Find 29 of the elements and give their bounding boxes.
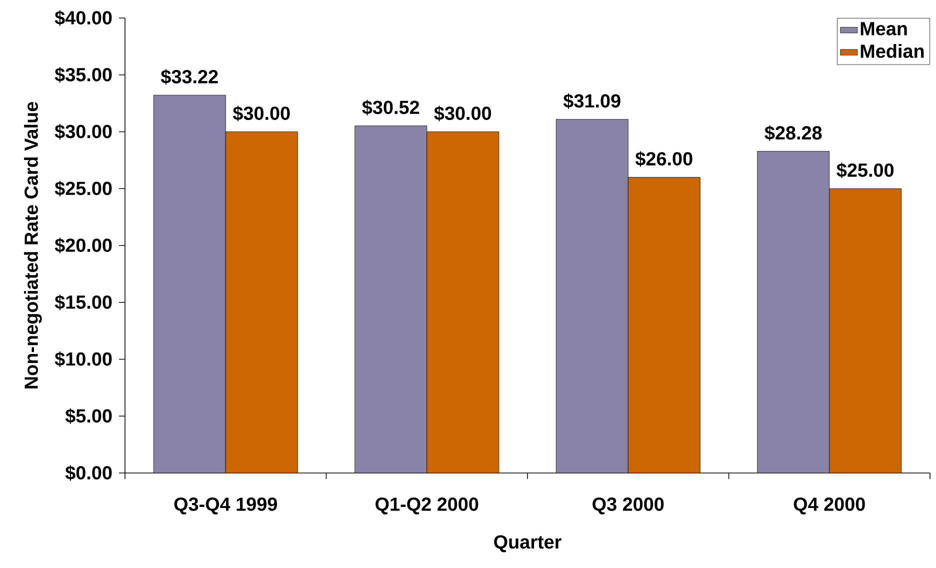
- bar: [757, 151, 830, 473]
- y-tick-label: $20.00: [54, 238, 112, 254]
- bar: [354, 126, 428, 473]
- bar: [556, 119, 628, 473]
- y-tick-label: $15.00: [54, 294, 112, 310]
- data-label: $33.22: [160, 69, 218, 85]
- data-label: $25.00: [836, 162, 894, 178]
- y-axis-title: Non-negotiated Rate Card Value: [24, 102, 42, 388]
- y-tick-label: $35.00: [54, 67, 112, 83]
- x-axis-title: Quarter: [494, 535, 562, 552]
- data-label: $31.09: [563, 93, 620, 109]
- y-tick-label: $30.00: [54, 124, 112, 140]
- data-label: $30.00: [232, 106, 290, 122]
- y-tick-label: $40.00: [54, 10, 112, 26]
- y-tick-label: $10.00: [54, 352, 112, 367]
- bar: [153, 94, 226, 473]
- data-label: $30.00: [434, 106, 492, 122]
- y-tick-label: $5.00: [65, 408, 112, 424]
- legend-label: Median: [860, 44, 924, 58]
- y-tick-label: $25.00: [54, 180, 112, 196]
- y-tick-label: $0.00: [65, 465, 112, 481]
- data-label: $26.00: [635, 151, 692, 167]
- x-tick-label: Q3-Q4 1999: [174, 497, 277, 514]
- x-tick-label: Q4 2000: [794, 497, 865, 514]
- x-tick-label: Q1-Q2 2000: [376, 497, 478, 514]
- x-tick-label: Q3 2000: [592, 497, 664, 514]
- legend-label: Mean: [860, 22, 907, 36]
- data-label: $30.52: [362, 100, 420, 116]
- data-label: $28.28: [764, 125, 822, 141]
